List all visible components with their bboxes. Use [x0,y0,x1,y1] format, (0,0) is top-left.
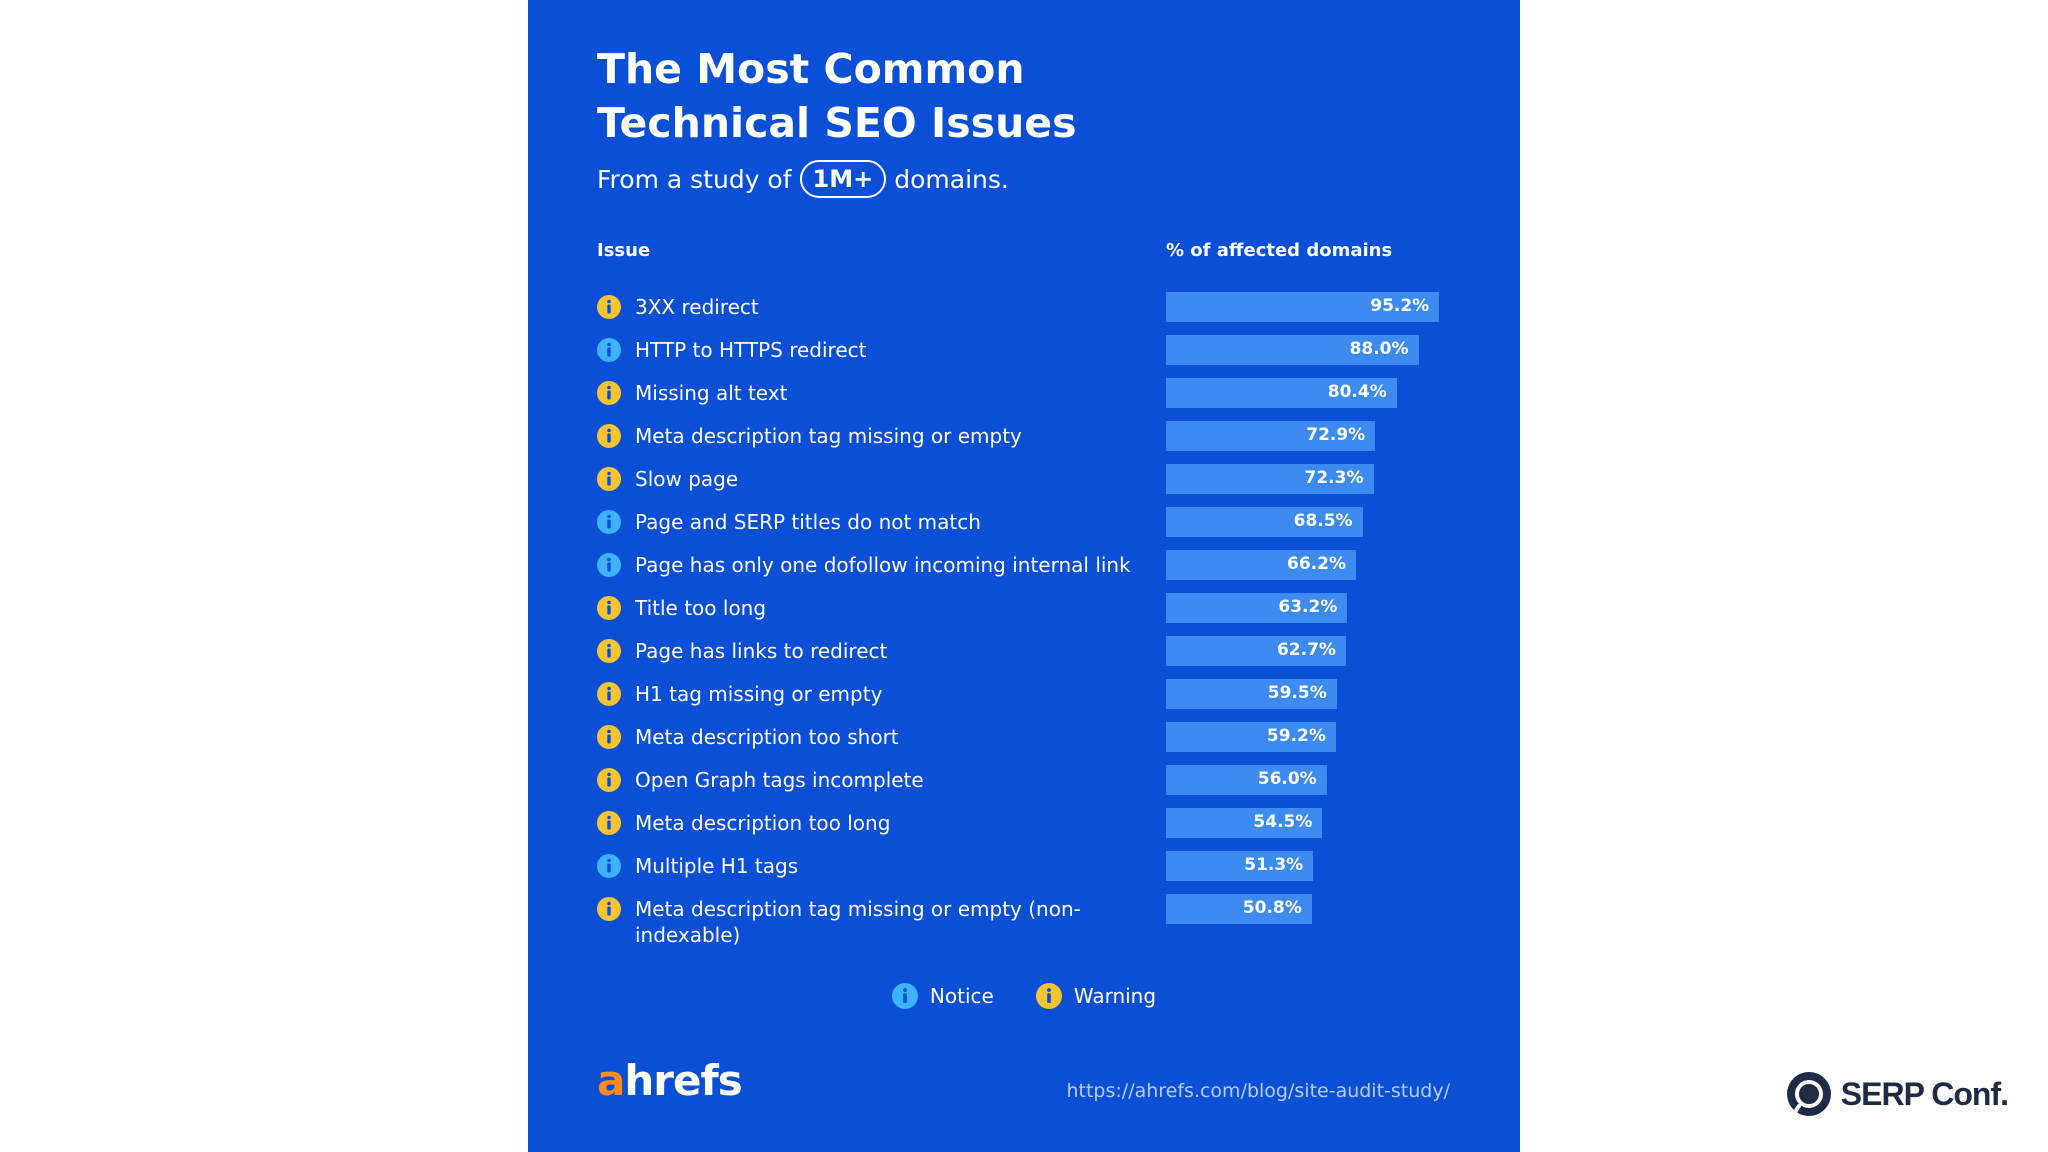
legend-warning: Warning [1035,983,1157,1009]
infographic-card: The Most Common Technical SEO Issues Fro… [528,0,1520,1152]
subtitle-text-after: domains. [894,164,1009,194]
bar-row: Page and SERP titles do not match 68.5% [528,501,1520,544]
bar-value-label: 72.3% [1304,468,1364,488]
bar-row: Meta description tag missing or empty 72.… [528,415,1520,458]
bar [1166,722,1336,752]
issue-label: Meta description tag missing or empty [635,424,1022,448]
issue-label: Meta description too short [635,725,899,749]
percent-column-header: % of affected domains [1166,240,1393,261]
bar-row: 3XX redirect 95.2% [528,286,1520,329]
warning-info-icon [597,424,621,448]
issue-label: Title too long [635,596,767,620]
warning-info-icon [597,381,621,405]
notice-info-icon [597,338,621,362]
bar-row: Page has links to redirect 62.7% [528,630,1520,673]
bar-value-label: 95.2% [1370,296,1430,316]
bar [1166,378,1397,408]
warning-info-icon [597,897,621,921]
issue-label: Slow page [635,467,739,491]
chart-subtitle: From a study of 1M+ domains. [597,160,1009,198]
notice-info-icon [597,510,621,534]
bar-value-label: 59.2% [1266,726,1326,746]
issue-label: H1 tag missing or empty [635,682,883,706]
bar-row: Meta description too short 59.2% [528,716,1520,759]
bar-row: Page has only one dofollow incoming inte… [528,544,1520,587]
bar-value-label: 66.2% [1287,554,1346,574]
issue-label: Page has only one dofollow incoming inte… [635,553,1131,577]
issue-label: Page and SERP titles do not match [635,510,981,534]
bar-value-label: 50.8% [1242,898,1302,918]
bar-row: Slow page 72.3% [528,458,1520,501]
chart-title: The Most Common Technical SEO Issues [597,42,1077,150]
bar-row: H1 tag missing or empty 59.5% [528,673,1520,716]
bar [1166,593,1348,623]
notice-info-icon [597,854,621,878]
title-line-1: The Most Common [597,45,1025,93]
legend-notice: Notice [891,983,994,1009]
warning-info-icon [597,295,621,319]
bar [1166,507,1363,537]
serp-conf-watermark: SERP Conf. [1785,1070,2009,1118]
warning-info-icon [597,768,621,792]
bar-value-label: 54.5% [1253,812,1313,832]
warning-info-icon [597,811,621,835]
bar-value-label: 68.5% [1293,511,1353,531]
warning-info-icon [597,725,621,749]
bar-value-label: 62.7% [1276,640,1336,660]
warning-info-icon [1035,983,1062,1009]
bar [1166,464,1374,494]
bar-row: Meta description tag missing or empty (n… [528,888,1520,947]
notice-info-icon [891,983,918,1009]
bar-value-label: 59.5% [1267,683,1327,703]
bar-value-label: 88.0% [1349,339,1409,359]
logo-accent: a [597,1056,625,1105]
bar-row: Open Graph tags incomplete 56.0% [528,759,1520,802]
bar [1166,550,1356,580]
issue-label: Missing alt text [635,381,788,405]
bar-row: Meta description too long 54.5% [528,802,1520,845]
bar [1166,808,1323,838]
serp-conf-logo-icon [1786,1072,1831,1116]
domains-count-pill: 1M+ [799,160,887,198]
warning-info-icon [597,467,621,491]
bar-row: HTTP to HTTPS redirect 88.0% [528,329,1520,372]
issue-label: 3XX redirect [635,295,759,319]
issue-label: Page has links to redirect [635,639,888,663]
logo-text: hrefs [624,1056,742,1105]
bar-row: Title too long 63.2% [528,587,1520,630]
serp-conf-text: SERP Conf. [1840,1075,2009,1112]
issue-label: HTTP to HTTPS redirect [635,338,867,362]
bar [1166,851,1314,881]
bar [1166,421,1376,451]
title-line-2: Technical SEO Issues [597,99,1077,147]
issue-label: Open Graph tags incomplete [635,768,924,792]
bar [1166,894,1312,924]
bar [1166,636,1346,666]
warning-info-icon [597,596,621,620]
bar-value-label: 63.2% [1278,597,1338,617]
bar-value-label: 80.4% [1327,382,1387,402]
warning-info-icon [597,639,621,663]
bar [1166,292,1440,322]
bar [1166,679,1337,709]
warning-info-icon [597,682,621,706]
ahrefs-logo[interactable]: ahrefs [597,1056,743,1106]
source-url-link[interactable]: https://ahrefs.com/blog/site-audit-study… [1066,1080,1450,1102]
issue-label: Multiple H1 tags [635,854,799,878]
issue-column-header: Issue [597,240,651,261]
issue-label: Meta description too long [635,811,891,835]
bar-value-label: 56.0% [1257,769,1317,789]
subtitle-text-before: From a study of [597,164,792,194]
issue-label: Meta description tag missing or empty (n… [635,897,1081,947]
bar-value-label: 51.3% [1244,855,1304,875]
bar [1166,765,1327,795]
bar [1166,335,1419,365]
bar-value-label: 72.9% [1306,425,1366,445]
legend-notice-label: Notice [929,984,994,1008]
legend-warning-label: Warning [1073,984,1157,1008]
notice-info-icon [597,553,621,577]
bar-row: Missing alt text 80.4% [528,372,1520,415]
legend: Notice Warning [528,983,1520,1009]
bar-row: Multiple H1 tags 51.3% [528,845,1520,888]
